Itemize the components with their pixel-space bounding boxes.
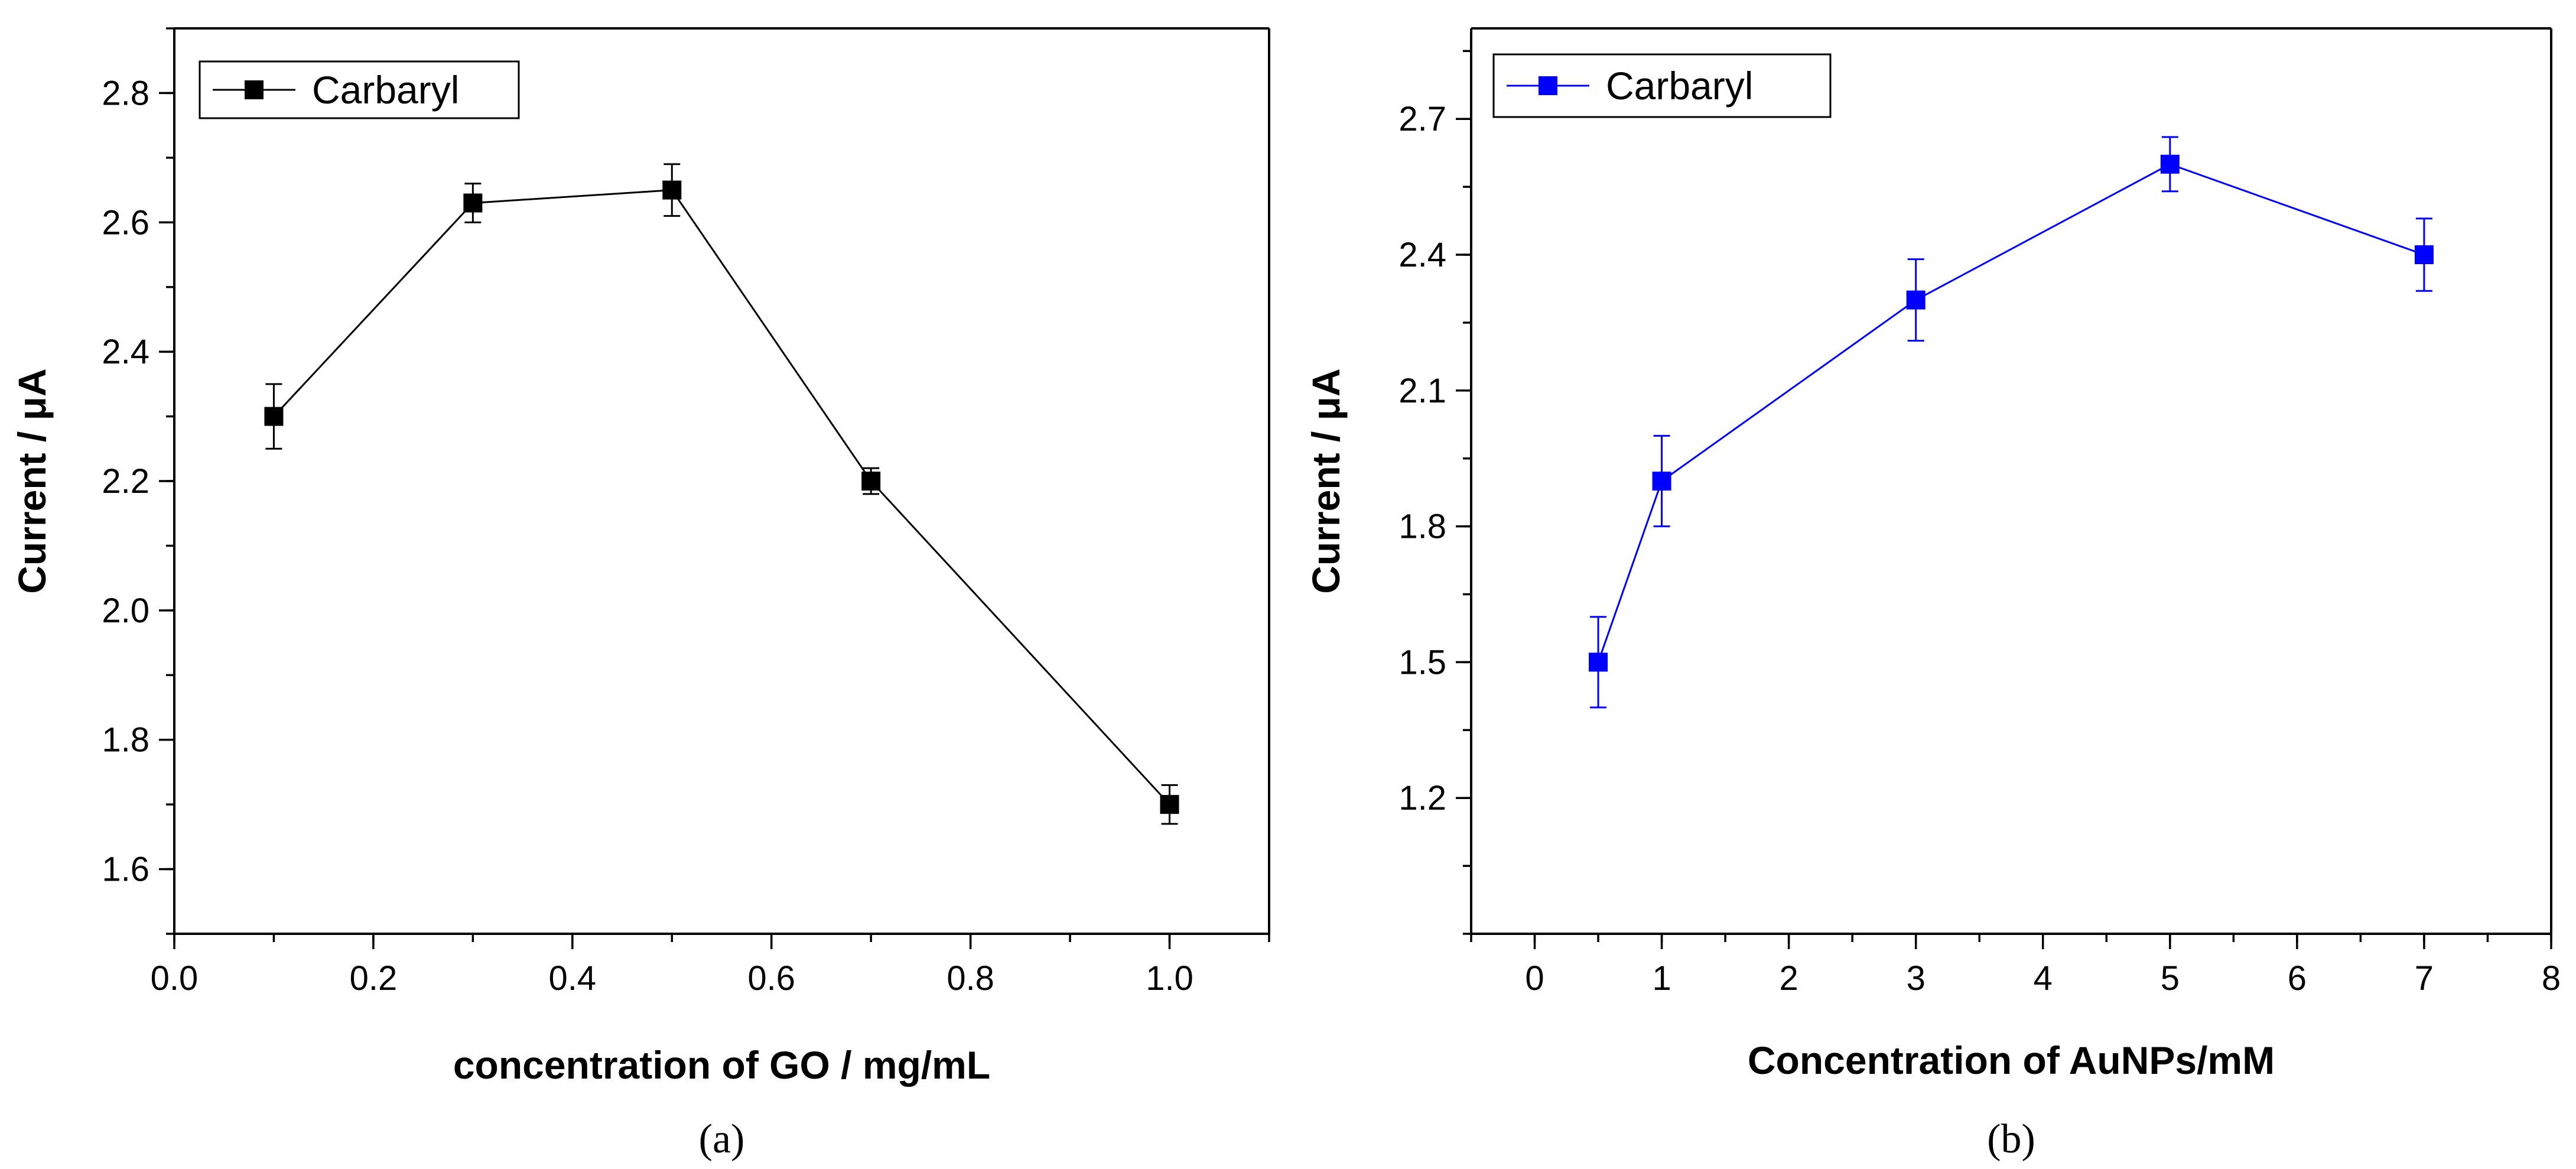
y-tick-label: 1.6 bbox=[102, 850, 149, 889]
data-point-marker bbox=[1652, 472, 1671, 491]
legend: Carbaryl bbox=[1492, 53, 1832, 118]
chart-panel-a: 0.0 0.2 0.4 0.6 0.8 1.0 1.6 1.8 2.0 2.2 2.4 2.6 2.8 c… bbox=[10, 27, 1270, 1162]
x-tick-label: 0.4 bbox=[548, 959, 596, 998]
y-tick-label: 2.4 bbox=[102, 333, 149, 371]
x-tick-label: 1.0 bbox=[1146, 959, 1193, 998]
x-tick-label: 0.8 bbox=[947, 959, 994, 998]
chart-panel-b: 0 1 2 3 4 5 6 7 8 1.2 1.5 1.8 2.1 2.4 2.7 Concentration… bbox=[1304, 27, 2561, 1162]
data-point-marker bbox=[1589, 652, 1608, 672]
y-axis-title: Current / μA bbox=[1304, 368, 1348, 593]
legend-label: Carbaryl bbox=[312, 68, 459, 112]
legend: Carbaryl bbox=[199, 60, 520, 119]
x-tick-label: 0 bbox=[1525, 959, 1544, 998]
y-tick-label: 1.2 bbox=[1398, 779, 1446, 817]
x-tick-label: 4 bbox=[2034, 959, 2053, 998]
y-axis-title: Current / μA bbox=[10, 368, 54, 593]
y-tick-label: 2.7 bbox=[1398, 100, 1446, 138]
x-tick-label: 0.0 bbox=[151, 959, 199, 998]
y-tick-label: 1.5 bbox=[1398, 643, 1446, 681]
data-point-marker bbox=[2414, 245, 2434, 264]
data-point-marker bbox=[662, 180, 682, 200]
y-tick-label: 2.0 bbox=[102, 592, 149, 630]
data-point-marker bbox=[264, 407, 284, 426]
data-point-marker bbox=[1160, 795, 1179, 814]
x-tick-label: 2 bbox=[1780, 959, 1798, 998]
x-tick-label: 5 bbox=[2161, 959, 2180, 998]
data-point-marker bbox=[861, 472, 881, 491]
y-tick-label: 2.8 bbox=[102, 74, 149, 112]
x-axis-title: Concentration of AuNPs/mM bbox=[1748, 1038, 2275, 1082]
y-tick-label: 2.6 bbox=[102, 203, 149, 242]
series-line bbox=[1597, 163, 2425, 663]
x-tick-label: 0.6 bbox=[747, 959, 795, 998]
legend-marker-swatch bbox=[245, 80, 264, 99]
x-tick-label: 0.2 bbox=[350, 959, 398, 998]
series-line bbox=[273, 189, 1170, 806]
x-tick-label: 3 bbox=[1907, 959, 1926, 998]
x-axis-title: concentration of GO / mg/mL bbox=[453, 1043, 990, 1087]
legend-label: Carbaryl bbox=[1606, 64, 1753, 108]
x-tick-label: 6 bbox=[2288, 959, 2307, 998]
data-point-marker bbox=[463, 193, 483, 213]
panel-caption: (b) bbox=[1987, 1116, 2035, 1162]
y-tick-label: 2.1 bbox=[1398, 372, 1446, 410]
x-tick-label: 7 bbox=[2415, 959, 2434, 998]
data-point-marker bbox=[1906, 290, 1926, 310]
y-tick-label: 1.8 bbox=[1398, 508, 1446, 546]
y-tick-label: 1.8 bbox=[102, 721, 149, 759]
panel-caption: (a) bbox=[699, 1116, 745, 1162]
data-point-marker bbox=[2160, 154, 2180, 174]
y-tick-label: 2.4 bbox=[1398, 236, 1446, 274]
legend-marker-swatch bbox=[1539, 76, 1557, 95]
x-tick-label: 1 bbox=[1652, 959, 1671, 998]
x-tick-label: 8 bbox=[2542, 959, 2561, 998]
y-tick-label: 2.2 bbox=[102, 462, 149, 501]
